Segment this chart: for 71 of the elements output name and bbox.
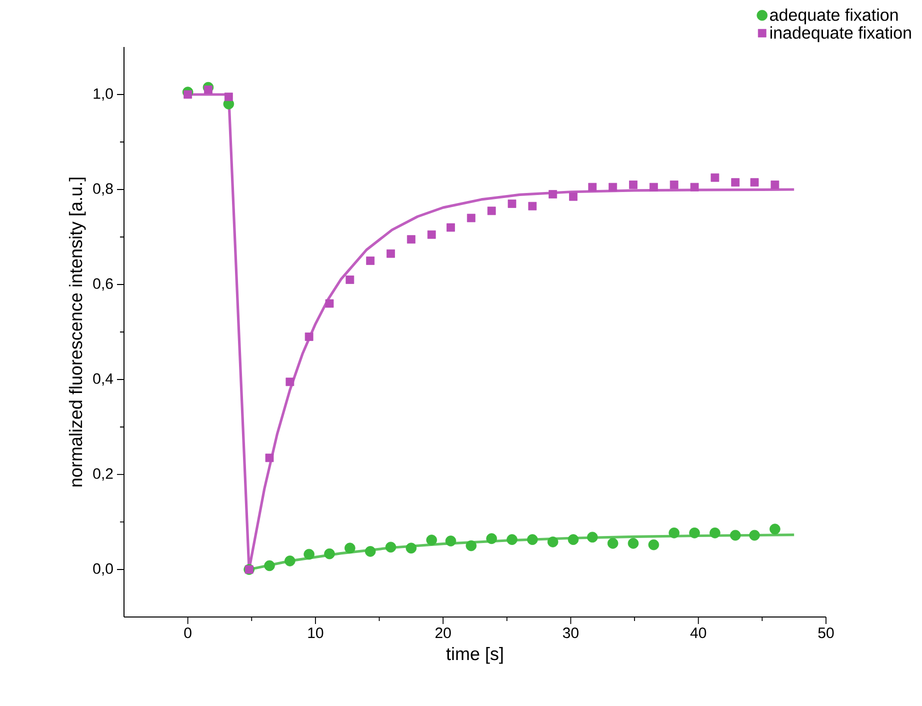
point xyxy=(264,560,275,572)
y-tick-label: 0,4 xyxy=(93,373,114,386)
legend-label: adequate fixation xyxy=(770,8,898,24)
x-tick-label: 40 xyxy=(690,628,706,638)
x-tick-label: 0 xyxy=(184,628,192,638)
point xyxy=(366,256,375,265)
point xyxy=(506,534,518,545)
point xyxy=(731,178,740,187)
point xyxy=(750,178,759,187)
x-tick-label: 30 xyxy=(562,628,578,638)
point xyxy=(304,548,314,560)
point xyxy=(770,180,780,189)
y-tick-label: 0,8 xyxy=(93,183,113,196)
point xyxy=(265,454,274,462)
x-axis-title: time [s] xyxy=(446,647,503,664)
point xyxy=(204,86,212,94)
legend-label: inadequate fixation xyxy=(770,26,911,42)
point xyxy=(528,202,537,210)
point xyxy=(689,528,700,538)
point xyxy=(427,230,436,239)
point xyxy=(466,214,476,222)
point xyxy=(548,190,558,198)
point xyxy=(445,536,456,546)
y-tick-label: 0,0 xyxy=(93,563,113,576)
point xyxy=(710,173,720,182)
point xyxy=(385,542,396,553)
point xyxy=(527,534,538,545)
point xyxy=(426,534,437,546)
point xyxy=(670,180,678,189)
point xyxy=(588,182,597,192)
y-tick-label: 0,6 xyxy=(93,278,113,291)
point xyxy=(649,182,658,192)
point xyxy=(568,534,579,545)
x-tick-label: 20 xyxy=(436,628,451,638)
x-tick-label: 50 xyxy=(818,628,834,638)
point xyxy=(547,536,558,548)
point xyxy=(386,249,395,258)
x-tick-label: 10 xyxy=(308,628,324,638)
point xyxy=(587,532,598,543)
point xyxy=(446,223,455,232)
y-tick-label: 1,0 xyxy=(94,88,113,101)
point xyxy=(304,332,314,341)
point xyxy=(286,378,294,386)
point xyxy=(608,182,618,192)
point xyxy=(648,539,660,550)
point xyxy=(710,528,720,538)
point xyxy=(690,182,699,192)
point xyxy=(487,206,496,216)
point xyxy=(324,548,335,560)
point xyxy=(607,538,618,549)
y-axis-title: normalized fluorescence intensity [a.u.] xyxy=(68,178,86,486)
point xyxy=(346,276,354,284)
point xyxy=(668,528,680,538)
point xyxy=(628,538,639,549)
point xyxy=(224,92,233,102)
point xyxy=(466,540,477,552)
point xyxy=(406,542,417,554)
point xyxy=(508,200,516,208)
point xyxy=(364,546,376,557)
point xyxy=(749,530,760,541)
point xyxy=(486,533,497,544)
point xyxy=(569,192,578,201)
y-tick-label: 0,2 xyxy=(93,468,113,481)
point xyxy=(284,556,296,566)
point xyxy=(629,180,638,189)
point xyxy=(344,542,356,554)
point xyxy=(325,299,334,308)
point xyxy=(730,530,741,541)
point xyxy=(770,524,780,535)
point xyxy=(184,90,192,99)
point xyxy=(406,235,416,244)
